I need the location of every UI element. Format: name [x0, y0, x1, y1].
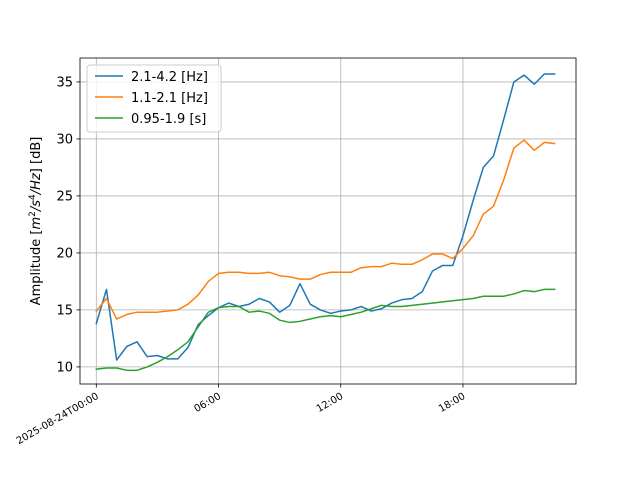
y-label-suffix: ] [dB] — [29, 137, 44, 174]
legend-label-1: 1.1-2.1 [Hz] — [131, 91, 208, 106]
series-lines — [95, 73, 556, 372]
series-line-2 — [95, 288, 556, 372]
plot-area-frame — [79, 57, 577, 385]
legend-items: 2.1-4.2 [Hz] 1.1-2.1 [Hz] 0.95-1.9 [s] — [95, 70, 208, 127]
y-label-s-exponent: 4 — [28, 194, 38, 200]
y-tick-label: 35 — [56, 75, 73, 90]
legend-label-0: 2.1-4.2 [Hz] — [131, 70, 208, 85]
legend: 2.1-4.2 [Hz] 1.1-2.1 [Hz] 0.95-1.9 [s] — [86, 64, 222, 133]
y-label-slash-1: / — [29, 205, 44, 212]
legend-frame — [86, 64, 222, 133]
series-line-1 — [95, 139, 556, 320]
y-tick-label: 10 — [56, 360, 73, 375]
y-tick-label: 15 — [56, 303, 73, 318]
y-axis-label: Amplitude [m2/s4/Hz] [dB] — [28, 137, 44, 306]
y-tick-label: 20 — [56, 246, 73, 261]
y-label-hz: Hz — [29, 172, 44, 190]
y-label-m-exponent: 2 — [28, 211, 38, 217]
y-tick-label: 30 — [56, 132, 73, 147]
y-label-m: m — [29, 217, 44, 230]
series-line-0 — [95, 73, 556, 361]
y-label-prefix: Amplitude [ — [29, 230, 44, 306]
y-label-slash-2: / — [29, 188, 44, 195]
gridlines — [80, 58, 576, 384]
legend-label-2: 0.95-1.9 [s] — [131, 112, 206, 127]
y-label-s: s — [29, 200, 44, 207]
y-tick-label: 25 — [56, 189, 73, 204]
